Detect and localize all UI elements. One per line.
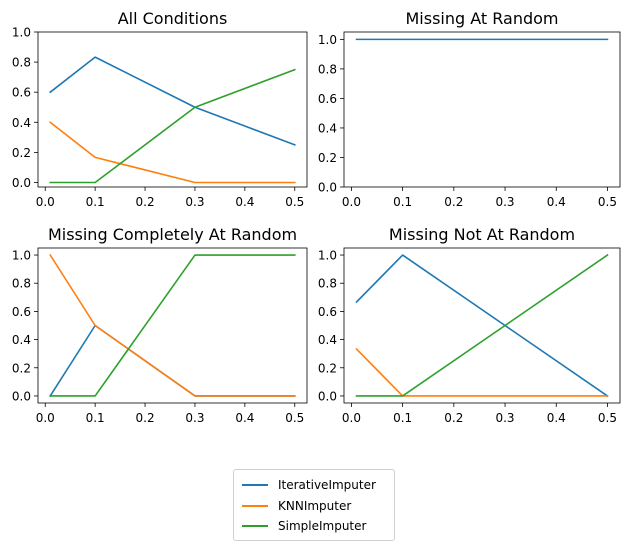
series-line-knnimputer-3 bbox=[355, 347, 609, 397]
x-tick-label-2: 0.5 bbox=[285, 411, 304, 425]
y-tick-label-1: 0.0 bbox=[318, 181, 337, 195]
x-tick-label-1: 0.0 bbox=[342, 195, 361, 209]
x-tick-label-2: 0.1 bbox=[86, 411, 105, 425]
legend-label-simpleimputer: SimpleImputer bbox=[278, 519, 367, 533]
legend-label-knnimputer: KNNImputer bbox=[278, 499, 352, 513]
y-tick-label-0: 0.8 bbox=[12, 56, 31, 70]
y-tick-label-3: 0.8 bbox=[318, 277, 337, 291]
y-tick-label-0: 0.0 bbox=[12, 176, 31, 190]
y-tick-label-1: 0.4 bbox=[318, 121, 337, 135]
x-tick-label-1: 0.1 bbox=[393, 195, 412, 209]
y-tick-label-1: 0.2 bbox=[318, 151, 337, 165]
x-tick-label-3: 0.4 bbox=[547, 411, 566, 425]
y-tick-label-2: 0.6 bbox=[12, 305, 31, 319]
x-tick-label-2: 0.0 bbox=[36, 411, 55, 425]
legend: IterativeImputer KNNImputer SimpleImpute… bbox=[233, 469, 395, 541]
plot-title-3: Missing Not At Random bbox=[389, 225, 575, 244]
legend-item-iterativeimputer: IterativeImputer bbox=[234, 475, 376, 495]
series-line-iterativeimputer-0 bbox=[49, 56, 296, 146]
x-tick-label-1: 0.4 bbox=[547, 195, 566, 209]
x-tick-label-1: 0.2 bbox=[444, 195, 463, 209]
y-tick-label-0: 1.0 bbox=[12, 26, 31, 40]
y-tick-label-3: 0.6 bbox=[318, 305, 337, 319]
legend-item-simpleimputer: SimpleImputer bbox=[234, 516, 366, 536]
plot-title-2: Missing Completely At Random bbox=[48, 225, 297, 244]
x-tick-label-3: 0.0 bbox=[342, 411, 361, 425]
x-tick-label-0: 0.4 bbox=[235, 195, 254, 209]
legend-item-knnimputer: KNNImputer bbox=[234, 496, 351, 516]
y-tick-label-1: 0.8 bbox=[318, 62, 337, 76]
x-tick-label-3: 0.5 bbox=[598, 411, 617, 425]
plot-frame-2 bbox=[37, 247, 308, 404]
y-tick-label-0: 0.4 bbox=[12, 116, 31, 130]
series-line-knnimputer-0 bbox=[49, 121, 296, 184]
y-tick-label-0: 0.6 bbox=[12, 86, 31, 100]
y-tick-label-3: 0.2 bbox=[318, 361, 337, 375]
x-tick-label-2: 0.4 bbox=[235, 411, 254, 425]
y-tick-label-3: 0.0 bbox=[318, 389, 337, 403]
series-line-iterativeimputer-3 bbox=[355, 254, 609, 398]
y-tick-label-1: 0.6 bbox=[318, 92, 337, 106]
x-tick-label-0: 0.1 bbox=[86, 195, 105, 209]
x-tick-label-3: 0.3 bbox=[495, 411, 514, 425]
x-tick-label-0: 0.0 bbox=[36, 195, 55, 209]
legend-swatch-simpleimputer bbox=[242, 525, 268, 527]
x-tick-label-0: 0.3 bbox=[185, 195, 204, 209]
legend-label-iterativeimputer: IterativeImputer bbox=[278, 478, 376, 492]
x-tick-label-1: 0.5 bbox=[598, 195, 617, 209]
y-tick-label-3: 1.0 bbox=[318, 249, 337, 263]
plot-frame-3 bbox=[343, 247, 621, 404]
y-tick-label-2: 0.2 bbox=[12, 361, 31, 375]
series-line-knnimputer-2 bbox=[49, 253, 296, 397]
y-tick-label-1: 1.0 bbox=[318, 33, 337, 47]
x-tick-label-2: 0.2 bbox=[136, 411, 155, 425]
x-tick-label-3: 0.1 bbox=[393, 411, 412, 425]
series-line-simpleimputer-0 bbox=[49, 68, 296, 184]
plot-frame-1 bbox=[343, 31, 621, 188]
series-line-iterativeimputer-2 bbox=[49, 324, 296, 398]
y-tick-label-2: 1.0 bbox=[12, 249, 31, 263]
y-tick-label-2: 0.4 bbox=[12, 333, 31, 347]
x-tick-label-1: 0.3 bbox=[495, 195, 514, 209]
legend-swatch-iterativeimputer bbox=[242, 484, 268, 486]
y-tick-label-0: 0.2 bbox=[12, 146, 31, 160]
x-tick-label-2: 0.3 bbox=[185, 411, 204, 425]
series-line-simpleimputer-2 bbox=[49, 254, 296, 397]
x-tick-label-3: 0.2 bbox=[444, 411, 463, 425]
plot-frame-0 bbox=[37, 31, 308, 188]
plot-title-0: All Conditions bbox=[118, 9, 228, 28]
legend-swatch-knnimputer bbox=[242, 505, 268, 507]
x-tick-label-0: 0.5 bbox=[285, 195, 304, 209]
plot-title-1: Missing At Random bbox=[405, 9, 558, 28]
x-tick-label-0: 0.2 bbox=[136, 195, 155, 209]
series-line-simpleimputer-3 bbox=[355, 253, 609, 397]
y-tick-label-2: 0.8 bbox=[12, 277, 31, 291]
y-tick-label-2: 0.0 bbox=[12, 389, 31, 403]
y-tick-label-3: 0.4 bbox=[318, 333, 337, 347]
